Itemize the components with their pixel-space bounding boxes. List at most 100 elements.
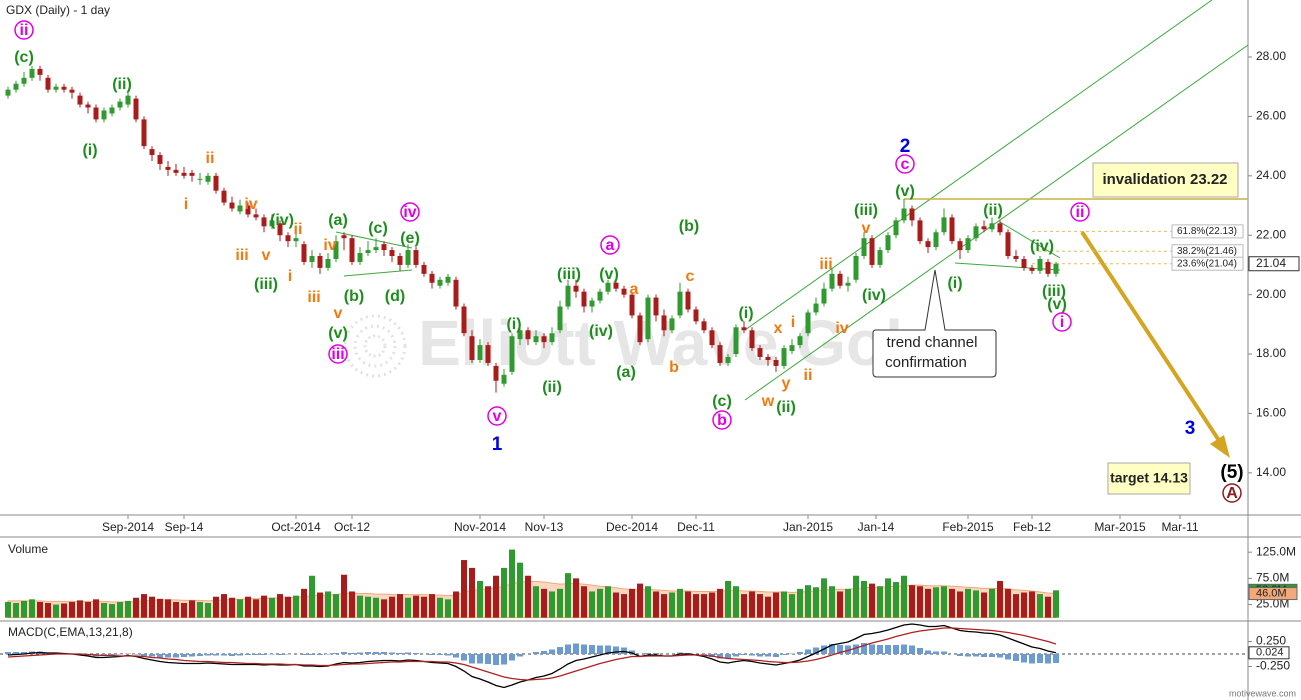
wave-label: (c) [712,393,732,410]
macd-line [7,627,1057,681]
macd-histogram-bar [261,654,267,655]
candle-body [141,119,147,147]
volume-bar [253,599,259,618]
volume-bar [517,562,523,618]
macd-histogram-bar [885,645,891,654]
macd-histogram-bar [181,654,187,657]
macd-histogram-bar [133,654,139,655]
y-tick-label: 22.00 [1256,227,1286,241]
candle-body [653,297,659,316]
volume-bar [813,587,819,618]
macd-histogram-bar [877,645,883,654]
x-tick-label: Dec-2014 [606,520,658,534]
volume-bar [429,594,435,618]
volume-bar [181,602,187,618]
wave-label: ii [294,221,303,238]
candle-body [869,238,875,265]
macd-histogram-bar [613,646,619,654]
volume-bar [133,597,139,618]
candle-body [309,256,315,262]
candle-body [445,276,451,283]
volume-bar [293,595,299,618]
macd-histogram-bar [413,653,419,654]
wave-label: iv [244,196,257,213]
volume-bar [213,596,219,618]
macd-histogram-bar [1005,654,1011,660]
wave-label: iii [331,346,344,363]
candle-body [61,86,67,90]
volume-bar [685,591,691,618]
macd-histogram-bar [325,654,331,655]
volume-bar [509,549,515,618]
volume-bar [821,578,827,618]
volume-bar [765,596,771,618]
candle-body [581,291,587,307]
y-tick-label: -0.250 [1256,659,1290,673]
volume-bar [269,597,275,618]
volume-bar [989,588,995,618]
x-tick-label: Jan-14 [858,520,895,534]
candle-body [813,303,819,313]
macd-histogram-bar [957,654,963,656]
candle-body [701,321,707,331]
volume-bar [677,588,683,618]
wave-label: v [493,408,502,425]
volume-bar [117,601,123,618]
candle-body [509,336,515,372]
macd-histogram-bar [197,654,203,656]
wave-label: iv [403,204,416,221]
candle-body [349,238,355,262]
volume-marker-box [1248,587,1298,601]
candle-body [429,273,435,283]
macd-histogram-bar [173,654,179,658]
macd-histogram-bar [837,645,843,654]
candle-body [757,348,763,357]
volume-bar [125,600,131,618]
volume-bar [37,601,43,618]
candle-body [973,226,979,239]
candle-body [1045,261,1051,274]
candle-body [557,306,563,331]
macd-histogram-bar [989,654,995,657]
wave-label: (b) [679,218,699,235]
candle-body [117,101,123,108]
volume-bar [349,591,355,618]
candle-body [845,282,851,286]
volume-bar [445,599,451,618]
macd-histogram-bar [165,654,171,658]
macd-line [7,623,1057,689]
volume-bar [637,583,643,618]
candle-body [765,356,771,360]
wave-label: iii [307,289,320,306]
macd-histogram-bar [245,654,251,655]
volume-bar [421,596,427,618]
macd-histogram-bar [893,645,899,654]
candle-body [517,330,523,340]
macd-histogram-bar [373,652,379,654]
volume-bar [789,594,795,618]
y-tick-label: 25.0M [1256,597,1289,611]
macd-histogram-bar [589,645,595,654]
volume-bar [309,575,315,618]
candle-body [341,235,347,239]
macd-histogram-bar [861,643,867,654]
volume-bar [261,595,267,618]
wave-label: w [761,393,775,410]
volume-bar [317,592,323,618]
volume-bar [277,594,283,618]
macd-histogram-bar [317,654,323,655]
macd-histogram-bar [789,653,795,654]
macd-histogram-bar [509,654,515,661]
volume-bar [805,585,811,618]
candle-body [981,226,987,230]
candle-body [997,223,1003,233]
candle-body [269,220,275,227]
macd-histogram-bar [941,651,947,654]
macd-histogram-bar [333,653,339,654]
candle-body [773,359,779,366]
macd-histogram-bar [477,654,483,664]
wave-label: (ii) [542,379,562,396]
candle-body [789,345,795,352]
